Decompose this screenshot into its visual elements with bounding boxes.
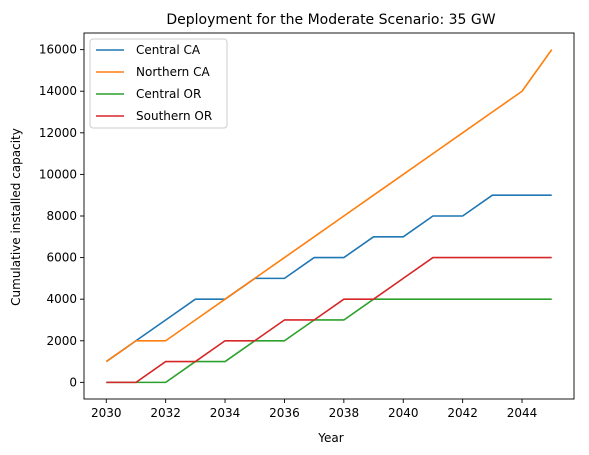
y-tick-label: 0 — [69, 375, 77, 389]
x-tick-label: 2032 — [150, 406, 181, 420]
legend-label: Northern CA — [136, 65, 210, 79]
y-axis-label: Cumulative installed capacity — [9, 128, 23, 306]
y-tick-label: 4000 — [46, 292, 77, 306]
x-tick-label: 2044 — [507, 406, 538, 420]
y-tick-label: 2000 — [46, 334, 77, 348]
x-axis: 2030 2032 2034 2036 2038 2040 2042 2044 — [91, 399, 537, 420]
x-tick-label: 2042 — [447, 406, 478, 420]
x-tick-label: 2034 — [210, 406, 241, 420]
x-tick-label: 2040 — [388, 406, 419, 420]
x-tick-label: 2036 — [269, 406, 300, 420]
legend-frame — [89, 38, 228, 129]
x-tick-label: 2038 — [329, 406, 360, 420]
chart-title: Deployment for the Moderate Scenario: 35… — [166, 12, 495, 28]
plot-frame — [83, 32, 575, 400]
series-line-northern-ca — [105, 49, 553, 363]
y-tick-label: 6000 — [46, 251, 77, 265]
x-tick-label: 2030 — [91, 406, 122, 420]
y-tick-label: 8000 — [46, 209, 77, 223]
y-tick-label: 12000 — [39, 126, 77, 140]
series-lines — [105, 49, 553, 384]
x-axis-label: Year — [317, 431, 343, 445]
legend-label: Central CA — [136, 43, 201, 57]
y-axis: 0 2000 4000 6000 8000 10000 12000 14000 16000 — [39, 43, 84, 389]
series-line-southern-or — [106, 256, 552, 384]
legend-label: Central OR — [136, 87, 201, 101]
series-line-central-or — [106, 298, 552, 384]
series-line-central-ca — [105, 194, 552, 363]
legend-label: Southern OR — [136, 109, 212, 123]
y-tick-label: 10000 — [39, 167, 77, 181]
y-tick-label: 14000 — [39, 84, 77, 98]
y-tick-label: 16000 — [39, 43, 77, 57]
legend: Central CA Northern CA Central OR Southern … — [89, 38, 228, 129]
